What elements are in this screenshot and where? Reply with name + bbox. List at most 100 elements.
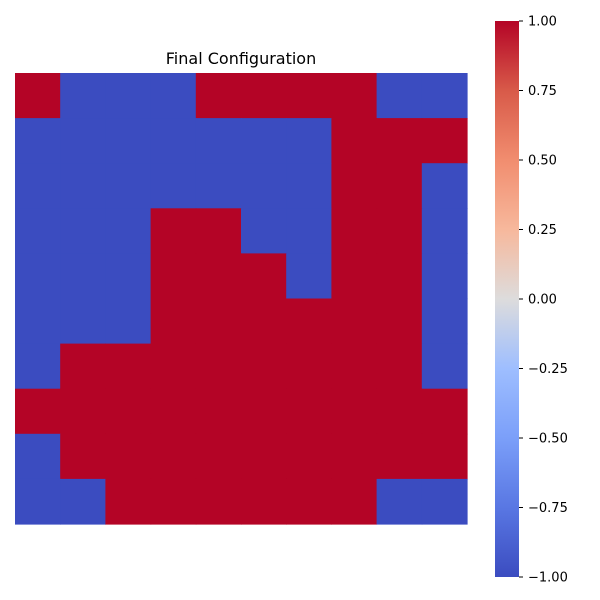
heatmap-cell <box>376 253 423 300</box>
heatmap-cell <box>60 433 106 480</box>
colorbar-tick-label: −1.00 <box>528 571 568 586</box>
heatmap-cell <box>15 343 61 390</box>
heatmap-cell <box>195 163 242 209</box>
colorbar-tick-label: −0.50 <box>528 432 568 447</box>
heatmap-cell <box>376 163 423 209</box>
heatmap-cell <box>331 343 378 390</box>
colorbar-tick-label: −0.25 <box>528 362 568 377</box>
colorbar-tick-label: 0.50 <box>528 154 557 169</box>
heatmap-cell <box>421 253 468 300</box>
heatmap-cell <box>241 118 287 164</box>
heatmap-cell <box>241 208 287 254</box>
heatmap-cell <box>105 118 152 164</box>
heatmap-cell <box>60 253 106 300</box>
heatmap-cell <box>60 118 106 164</box>
heatmap-cell <box>195 253 242 300</box>
heatmap-cell <box>421 478 468 525</box>
heatmap-cell <box>60 73 106 119</box>
heatmap-cell <box>331 163 378 209</box>
heatmap-cell <box>376 343 423 390</box>
heatmap-cell <box>286 163 332 209</box>
heatmap-cell <box>60 208 106 254</box>
heatmap-cell <box>15 118 61 164</box>
heatmap-cell <box>105 298 152 345</box>
heatmap-cell <box>421 433 468 480</box>
heatmap-cell <box>286 253 332 300</box>
heatmap-cell <box>376 478 423 525</box>
heatmap-cell <box>195 433 242 480</box>
heatmap-cell <box>421 343 468 390</box>
heatmap-cell <box>150 433 197 480</box>
heatmap-cell <box>60 343 106 390</box>
heatmap-cell <box>241 298 287 345</box>
colorbar-tick-label: 0.25 <box>528 223 557 238</box>
heatmap-cell <box>15 208 61 254</box>
heatmap-cell <box>105 253 152 300</box>
heatmap-cell <box>195 343 242 390</box>
colorbar-tick-label: 0.75 <box>528 84 557 99</box>
heatmap-cell <box>286 388 332 435</box>
heatmap-cell <box>331 208 378 254</box>
heatmap-cell <box>421 118 468 164</box>
heatmap-cell <box>105 343 152 390</box>
heatmap-cell <box>241 388 287 435</box>
heatmap-cell <box>150 298 197 345</box>
heatmap-cell <box>331 433 378 480</box>
heatmap-cell <box>195 388 242 435</box>
heatmap-cell <box>150 253 197 300</box>
heatmap-cell <box>150 388 197 435</box>
heatmap-cell <box>241 253 287 300</box>
heatmap-grid <box>15 73 468 525</box>
heatmap-cell <box>286 298 332 345</box>
heatmap-cell <box>60 388 106 435</box>
heatmap-cell <box>105 208 152 254</box>
heatmap-cell <box>376 73 423 119</box>
heatmap-cell <box>195 478 242 525</box>
colorbar: 1.00 0.75 0.50 0.25 0.00 −0.25 −0.50 −0.75 −1.00 <box>495 15 568 586</box>
heatmap-cell <box>150 163 197 209</box>
heatmap-cell <box>195 73 242 119</box>
heatmap-cell <box>376 298 423 345</box>
heatmap-cell <box>15 73 61 119</box>
heatmap-cell <box>105 388 152 435</box>
heatmap-cell <box>286 118 332 164</box>
heatmap-cell <box>286 433 332 480</box>
colorbar-tick-label: −0.75 <box>528 501 568 516</box>
heatmap-cell <box>15 388 61 435</box>
heatmap-cell <box>60 478 106 525</box>
heatmap-cell <box>421 73 468 119</box>
colorbar-ticks: 1.00 0.75 0.50 0.25 0.00 −0.25 −0.50 −0.75 −1.00 <box>519 15 568 586</box>
heatmap-cell <box>331 118 378 164</box>
colorbar-tick-label: 0.00 <box>528 293 557 308</box>
colorbar-gradient <box>495 21 519 577</box>
chart-title: Final Configuration <box>166 49 316 68</box>
heatmap-cell <box>331 478 378 525</box>
heatmap-cell <box>331 388 378 435</box>
heatmap-cell <box>241 343 287 390</box>
heatmap-cell <box>331 298 378 345</box>
heatmap-cell <box>241 163 287 209</box>
heatmap-cell <box>241 478 287 525</box>
heatmap-cell <box>241 73 287 119</box>
heatmap-cell <box>421 388 468 435</box>
heatmap-cell <box>421 163 468 209</box>
heatmap-cell <box>105 433 152 480</box>
heatmap-cell <box>60 163 106 209</box>
heatmap-cell <box>286 478 332 525</box>
colorbar-tick-label: 1.00 <box>528 15 557 30</box>
heatmap-cell <box>376 433 423 480</box>
heatmap-cell <box>150 118 197 164</box>
heatmap-cell <box>331 253 378 300</box>
heatmap-cell <box>376 118 423 164</box>
heatmap-cell <box>105 163 152 209</box>
heatmap-cell <box>376 388 423 435</box>
heatmap-cell <box>421 208 468 254</box>
heatmap-cell <box>15 298 61 345</box>
heatmap-cell <box>150 343 197 390</box>
heatmap-cell <box>331 73 378 119</box>
heatmap-cell <box>15 253 61 300</box>
heatmap-cell <box>15 163 61 209</box>
heatmap-cell <box>286 343 332 390</box>
heatmap-cell <box>195 208 242 254</box>
